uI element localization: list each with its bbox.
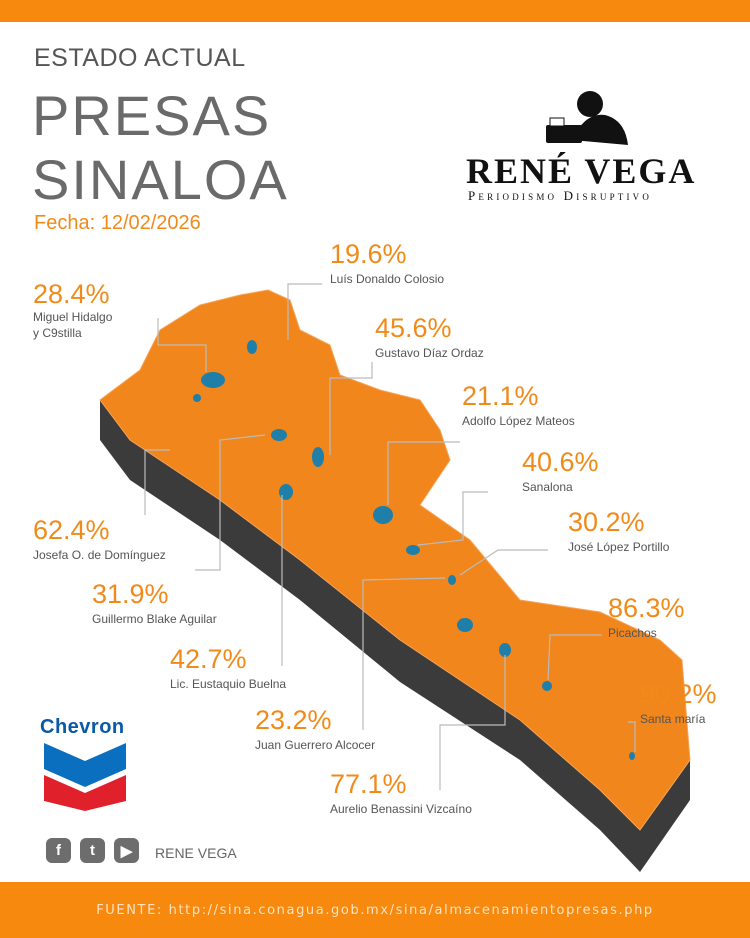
dam-name: Gustavo Díaz Ordaz	[375, 346, 484, 360]
chevron-logo: Chevron	[40, 716, 130, 816]
footer-bar: FUENTE: http://sina.conagua.gob.mx/sina/…	[0, 882, 750, 938]
brand-logo: RENÉ VEGA	[466, 151, 697, 191]
dam-percent: 62.4%	[33, 515, 110, 545]
dam-percent: 42.7%	[170, 644, 247, 674]
dam-percent: 23.2%	[255, 705, 332, 735]
dam-percent: 45.6%	[375, 313, 452, 343]
typewriter-writer-icon	[546, 91, 628, 145]
date: Fecha: 12/02/2026	[34, 212, 201, 234]
dam-name: Sanalona	[522, 480, 573, 494]
dam-name: Juan Guerrero Alcocer	[255, 738, 376, 752]
dam-percent: 21.1%	[462, 381, 539, 411]
social-links: f t ▶	[46, 838, 139, 863]
twitter-icon[interactable]: t	[80, 838, 105, 863]
dam-name: Aurelio Benassini Vizcaíno	[330, 802, 472, 816]
dam-percent: 28.4%	[33, 279, 110, 309]
brand-tagline: Periodismo Disruptivo	[468, 188, 653, 203]
source-text: FUENTE: http://sina.conagua.gob.mx/sina/…	[96, 902, 654, 918]
dam-name: y C9stilla	[33, 326, 82, 340]
reservoirs	[193, 340, 635, 760]
dam-percent: 77.1%	[330, 769, 407, 799]
dam-name: Josefa O. de Domínguez	[33, 548, 166, 562]
dam-name: Luís Donaldo Colosio	[330, 272, 445, 286]
dam-name: Guillermo Blake Aguilar	[92, 612, 217, 626]
chevron-wordmark: Chevron	[40, 716, 125, 738]
dam-percent: 40.6%	[522, 447, 599, 477]
dam-percent: 19.6%	[330, 239, 407, 269]
dam-name: Adolfo López Mateos	[462, 414, 575, 428]
title-line2: SINALOA	[32, 148, 289, 211]
facebook-icon[interactable]: f	[46, 838, 71, 863]
leader-lines	[144, 283, 636, 790]
dam-name: Santa maría	[640, 712, 706, 726]
social-handle: RENE VEGA	[155, 845, 237, 861]
dam-name: José López Portillo	[568, 540, 670, 554]
sinaloa-state-shape	[99, 289, 691, 831]
dam-percent: 90.2%	[640, 679, 717, 709]
title-line1: PRESAS	[32, 84, 272, 147]
youtube-icon[interactable]: ▶	[114, 838, 139, 863]
top-bar	[0, 0, 750, 22]
dam-name: Lic. Eustaquio Buelna	[170, 677, 287, 691]
subtitle: ESTADO ACTUAL	[34, 44, 246, 72]
dam-percent: 86.3%	[608, 593, 685, 623]
dam-percent: 30.2%	[568, 507, 645, 537]
dam-name: Picachos	[608, 626, 657, 640]
dam-name: Miguel Hidalgo	[33, 310, 113, 324]
dam-percent: 31.9%	[92, 579, 169, 609]
chevron-emblem-icon	[44, 743, 126, 811]
